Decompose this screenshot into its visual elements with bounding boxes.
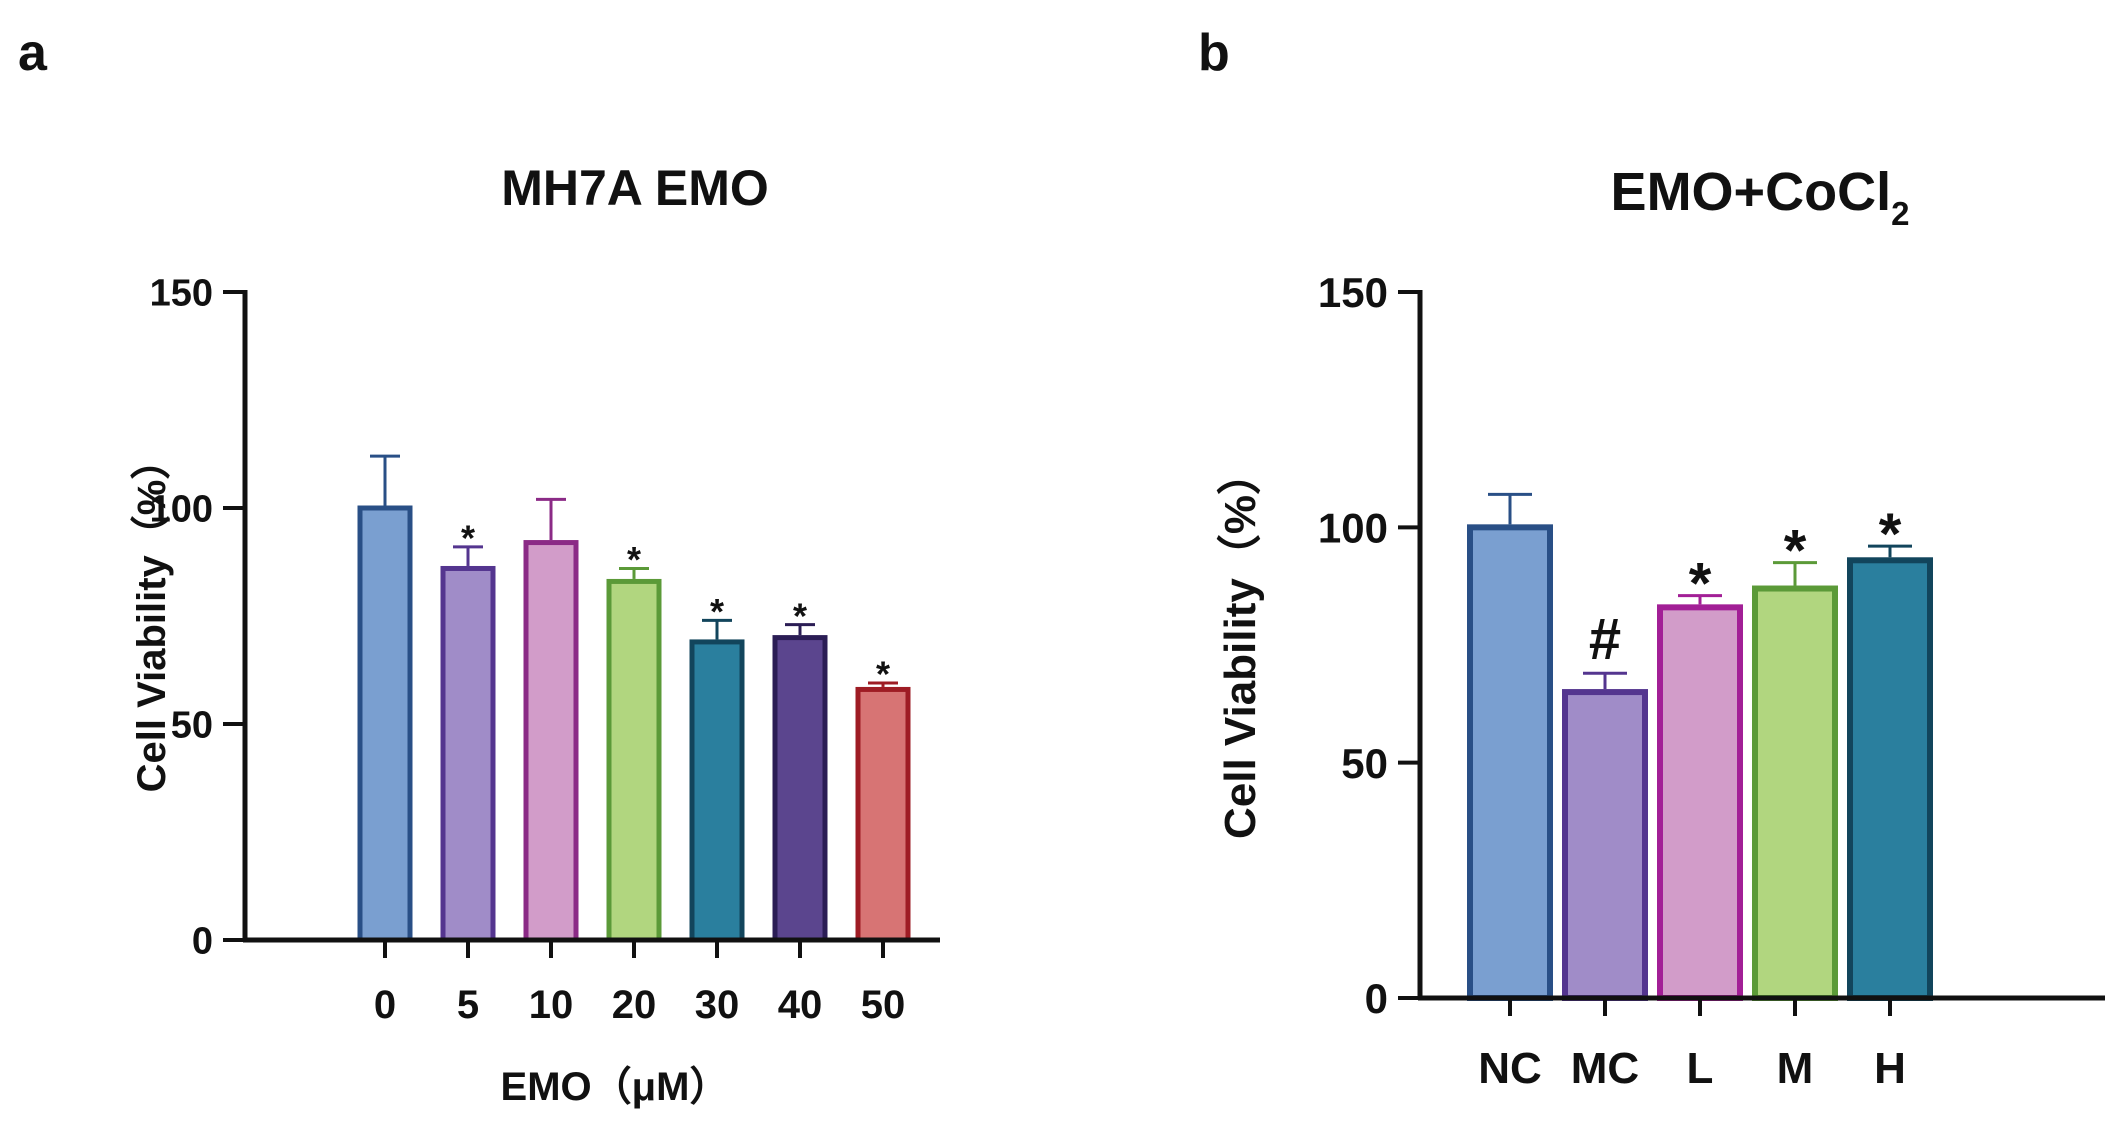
bar-b-M	[1752, 585, 1838, 1002]
significance-mark-a-30: *	[710, 591, 724, 632]
significance-mark-a-5: *	[461, 518, 475, 559]
x-tick-label-a-50: 50	[861, 983, 906, 1027]
bar-b-NC	[1467, 524, 1553, 1001]
bar-a-40	[772, 635, 828, 943]
significance-mark-b-M: *	[1784, 519, 1807, 584]
significance-mark-a-40: *	[793, 595, 807, 636]
y-axis-label-b: Cell Viability（%）	[1216, 451, 1265, 839]
x-tick-label-a-20: 20	[612, 983, 657, 1027]
bar-b-H	[1847, 557, 1933, 1002]
y-axis-label-a: Cell Viability（%）	[130, 440, 174, 793]
chart-panel-b: EMO+CoCl2 Cell Viability（%） NC # MC * L * M * H 0 50…	[1216, 162, 2105, 1093]
significance-mark-a-20: *	[627, 539, 641, 580]
x-tick-label-a-10: 10	[529, 983, 574, 1027]
y-tick-label-a-100: 100	[150, 489, 213, 531]
x-tick-label-a-0: 0	[374, 983, 396, 1027]
bar-a-50	[855, 686, 911, 943]
bar-a-30	[689, 639, 745, 943]
y-tick-label-a-150: 150	[150, 273, 213, 315]
significance-mark-b-L: *	[1689, 552, 1712, 617]
bar-b-MC	[1562, 689, 1648, 1001]
y-tick-label-b-0: 0	[1365, 975, 1388, 1022]
y-tick-label-a-0: 0	[192, 921, 213, 963]
x-tick-label-b-M: M	[1777, 1044, 1814, 1093]
x-tick-label-b-L: L	[1687, 1044, 1714, 1093]
chart-panel-a: MH7A EMO Cell Viability（%） EMO（μM） 0 * 5 10 * 20…	[130, 160, 940, 1109]
x-tick-label-a-5: 5	[457, 983, 479, 1027]
panel-b-label: b	[1198, 24, 1230, 82]
bar-a-20	[606, 578, 662, 943]
bar-a-5	[440, 565, 496, 943]
bar-a-10	[523, 540, 579, 943]
y-tick-label-b-150: 150	[1318, 269, 1388, 316]
bar-b-L	[1657, 604, 1743, 1001]
y-tick-label-b-50: 50	[1341, 740, 1388, 787]
significance-mark-b-MC: #	[1589, 607, 1621, 672]
bar-a-0	[357, 505, 413, 943]
x-tick-label-b-MC: MC	[1571, 1044, 1639, 1093]
x-tick-label-a-40: 40	[778, 983, 823, 1027]
x-axis-label-a: EMO（μM）	[501, 1065, 730, 1109]
x-tick-label-a-30: 30	[695, 983, 740, 1027]
y-tick-label-b-100: 100	[1318, 504, 1388, 551]
significance-mark-b-H: *	[1879, 502, 1902, 567]
chart-title-b: EMO+CoCl2	[1611, 162, 1910, 232]
y-tick-label-a-50: 50	[171, 705, 213, 747]
significance-mark-a-50: *	[876, 654, 890, 695]
chart-title-a: MH7A EMO	[501, 160, 769, 216]
x-tick-label-b-NC: NC	[1478, 1044, 1542, 1093]
x-tick-label-b-H: H	[1874, 1044, 1906, 1093]
panel-a-label: a	[18, 24, 48, 82]
